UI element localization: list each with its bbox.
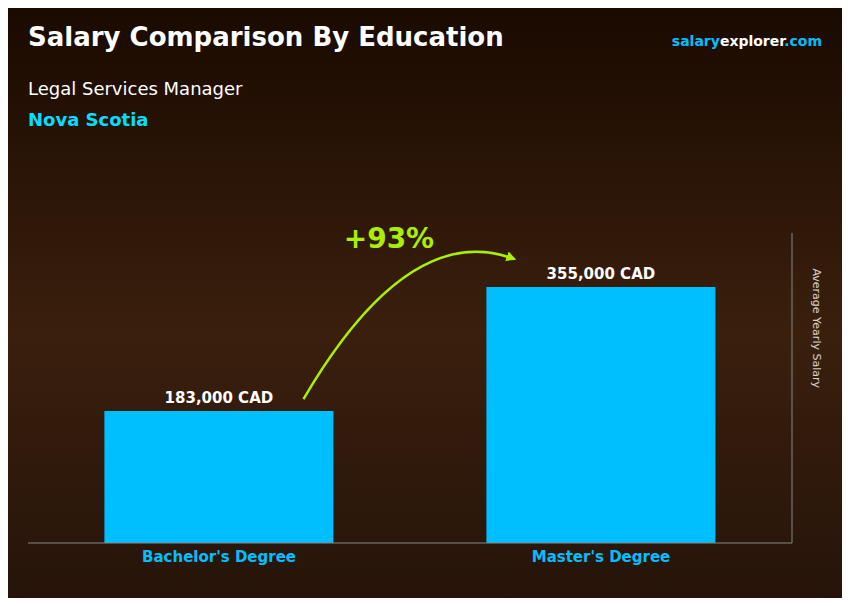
html-text:Legal Services Manager: Legal Services Manager (28, 78, 243, 99)
html-text:Salary Comparison By Education: Salary Comparison By Education (28, 22, 504, 52)
svg-text:183,000 CAD: 183,000 CAD (165, 389, 274, 407)
svg-text:Master's Degree: Master's Degree (532, 548, 671, 566)
svg-text:355,000 CAD: 355,000 CAD (547, 265, 656, 283)
html-text:salary explorer.com: salary explorer.com (671, 33, 822, 49)
svg-text:Bachelor's Degree: Bachelor's Degree (142, 548, 296, 566)
svg-text:Average Yearly Salary: Average Yearly Salary (810, 268, 823, 388)
svg-text:+93%: +93% (344, 222, 434, 255)
html-text:Nova Scotia: Nova Scotia (28, 109, 149, 130)
